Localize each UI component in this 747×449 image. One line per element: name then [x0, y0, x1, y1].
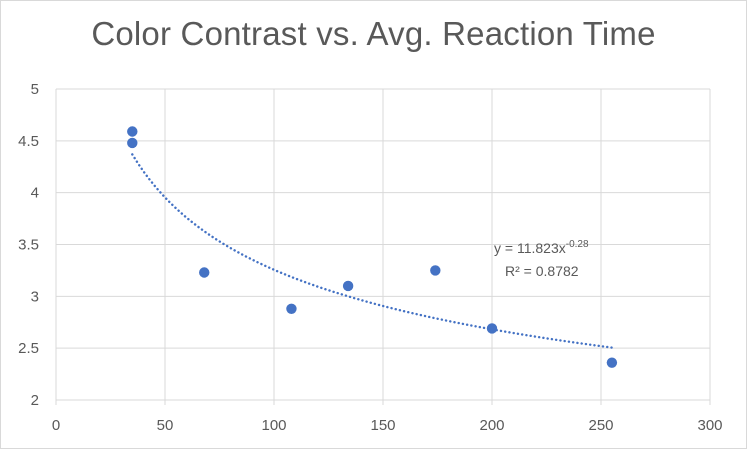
data-point: [127, 137, 138, 149]
x-tick-label: 50: [157, 417, 174, 434]
y-tick-label: 3: [31, 288, 39, 305]
trendline-equation-text: y = 11.823x-0.28: [494, 239, 589, 256]
y-tick-label: 4.5: [18, 133, 39, 150]
y-tick-label: 4: [31, 185, 39, 202]
data-point: [606, 357, 618, 368]
x-tick-label: 300: [697, 417, 722, 434]
data-point: [199, 267, 210, 278]
x-tick-label: 200: [479, 417, 504, 434]
data-point: [286, 303, 297, 314]
x-tick-label: 0: [52, 417, 60, 434]
data-points: [127, 126, 618, 368]
trendline-layer: [131, 153, 614, 349]
x-tick-label: 250: [588, 417, 613, 434]
y-tick-label: 2.5: [18, 340, 39, 357]
x-tick-labels: 0 50 100 150 200 250 300: [52, 417, 723, 434]
data-point: [127, 126, 138, 137]
data-point: [486, 323, 498, 334]
trendline: [131, 153, 614, 349]
data-point: [430, 265, 441, 276]
y-tick-label: 3.5: [18, 237, 39, 254]
axes: [55, 89, 711, 405]
equation-exponent: -0.28: [566, 239, 589, 250]
x-tick-label: 150: [370, 417, 395, 434]
r-squared-text: R² = 0.8782: [505, 263, 579, 279]
y-tick-label: 2: [31, 392, 39, 409]
chart-title: Color Contrast vs. Avg. Reaction Time: [91, 15, 656, 52]
x-tick-label: 100: [261, 417, 286, 434]
y-tick-labels: 2 2.5 3 3.5 4 4.5 5: [18, 81, 39, 409]
trendline-equation: y = 11.823x-0.28 R² = 0.8782: [494, 239, 589, 279]
data-point: [342, 280, 354, 292]
equation-base: y = 11.823x: [494, 240, 566, 256]
y-tick-label: 5: [31, 81, 39, 98]
gridlines: [56, 88, 711, 401]
